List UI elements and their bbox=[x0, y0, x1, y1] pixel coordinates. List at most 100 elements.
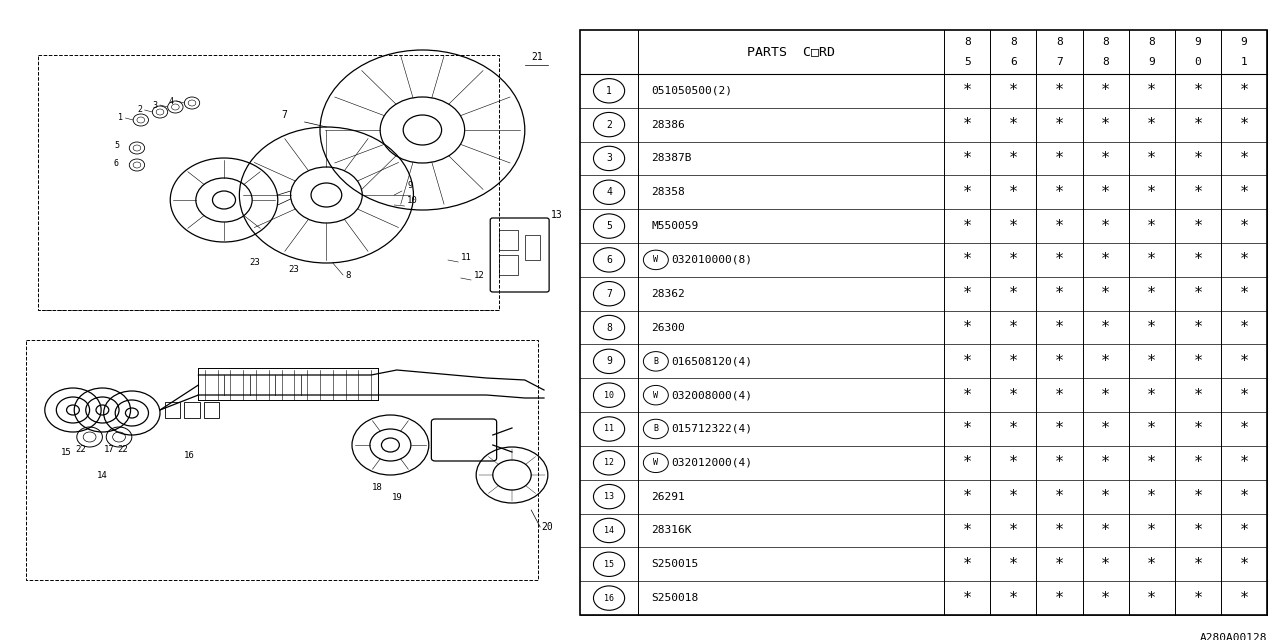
Text: 13: 13 bbox=[604, 492, 614, 501]
Text: 14: 14 bbox=[97, 471, 108, 480]
Text: *: * bbox=[1055, 219, 1064, 234]
Text: *: * bbox=[1193, 422, 1202, 436]
Text: 8: 8 bbox=[1102, 56, 1108, 67]
Text: *: * bbox=[1101, 489, 1110, 504]
Bar bbox=[184, 402, 200, 418]
Text: *: * bbox=[1193, 219, 1202, 234]
Text: *: * bbox=[1147, 83, 1156, 99]
Text: 015712322(4): 015712322(4) bbox=[671, 424, 751, 434]
Text: 28316K: 28316K bbox=[652, 525, 691, 536]
Text: W: W bbox=[653, 458, 658, 467]
Text: 21: 21 bbox=[531, 52, 543, 62]
Text: *: * bbox=[1193, 117, 1202, 132]
Text: 9: 9 bbox=[1148, 56, 1155, 67]
Text: *: * bbox=[1239, 117, 1249, 132]
Text: A280A00128: A280A00128 bbox=[1199, 633, 1267, 640]
Text: *: * bbox=[1147, 489, 1156, 504]
Text: 8: 8 bbox=[607, 323, 612, 333]
Text: *: * bbox=[1101, 117, 1110, 132]
Text: *: * bbox=[1101, 591, 1110, 605]
Text: 22: 22 bbox=[118, 445, 128, 454]
Text: *: * bbox=[963, 489, 972, 504]
Text: *: * bbox=[1239, 489, 1249, 504]
Text: 26300: 26300 bbox=[652, 323, 685, 333]
Text: *: * bbox=[1193, 489, 1202, 504]
Text: 10: 10 bbox=[604, 390, 614, 399]
Text: *: * bbox=[1055, 557, 1064, 572]
Text: 8: 8 bbox=[1010, 37, 1016, 47]
Text: *: * bbox=[963, 422, 972, 436]
Text: *: * bbox=[1193, 523, 1202, 538]
Text: 28387B: 28387B bbox=[652, 154, 691, 163]
Text: W: W bbox=[653, 255, 658, 264]
Text: *: * bbox=[1009, 219, 1018, 234]
Text: S250015: S250015 bbox=[652, 559, 699, 569]
Text: 17: 17 bbox=[104, 445, 114, 454]
Text: 28386: 28386 bbox=[652, 120, 685, 130]
Text: 16: 16 bbox=[604, 593, 614, 603]
Text: *: * bbox=[1193, 591, 1202, 605]
Text: 28362: 28362 bbox=[652, 289, 685, 299]
Text: *: * bbox=[1239, 83, 1249, 99]
Text: *: * bbox=[1055, 388, 1064, 403]
Text: *: * bbox=[1009, 455, 1018, 470]
Text: W: W bbox=[653, 390, 658, 399]
Text: *: * bbox=[1055, 422, 1064, 436]
Text: 8: 8 bbox=[1102, 37, 1108, 47]
Text: *: * bbox=[963, 320, 972, 335]
Text: 3: 3 bbox=[607, 154, 612, 163]
Text: *: * bbox=[1193, 151, 1202, 166]
Text: *: * bbox=[1147, 117, 1156, 132]
Text: 23: 23 bbox=[250, 258, 260, 267]
Text: 5: 5 bbox=[114, 141, 119, 150]
Text: *: * bbox=[1101, 320, 1110, 335]
Text: *: * bbox=[1009, 252, 1018, 268]
Text: *: * bbox=[1193, 83, 1202, 99]
Text: 9: 9 bbox=[607, 356, 612, 366]
Text: 23: 23 bbox=[288, 265, 298, 274]
Bar bbox=[499, 255, 518, 275]
Text: *: * bbox=[1055, 523, 1064, 538]
Bar bbox=[204, 402, 219, 418]
Text: 11: 11 bbox=[604, 424, 614, 433]
Text: PARTS  C□RD: PARTS C□RD bbox=[748, 45, 836, 58]
Text: 28358: 28358 bbox=[652, 188, 685, 197]
Text: *: * bbox=[1101, 219, 1110, 234]
Text: *: * bbox=[1101, 557, 1110, 572]
Text: *: * bbox=[1101, 185, 1110, 200]
Text: 8: 8 bbox=[1056, 37, 1062, 47]
Bar bbox=[165, 402, 180, 418]
Text: *: * bbox=[1055, 83, 1064, 99]
Text: *: * bbox=[1193, 455, 1202, 470]
Text: 6: 6 bbox=[607, 255, 612, 265]
Text: *: * bbox=[1101, 388, 1110, 403]
Text: 0: 0 bbox=[1194, 56, 1202, 67]
Text: *: * bbox=[1055, 286, 1064, 301]
Text: 26291: 26291 bbox=[652, 492, 685, 502]
Text: *: * bbox=[1147, 286, 1156, 301]
Text: *: * bbox=[1239, 591, 1249, 605]
Text: *: * bbox=[1055, 489, 1064, 504]
Text: *: * bbox=[1009, 422, 1018, 436]
Text: *: * bbox=[963, 286, 972, 301]
Text: *: * bbox=[1101, 83, 1110, 99]
Text: 8: 8 bbox=[346, 271, 351, 280]
Text: *: * bbox=[1055, 151, 1064, 166]
Text: *: * bbox=[1193, 320, 1202, 335]
Text: 19: 19 bbox=[392, 493, 402, 502]
Text: *: * bbox=[963, 557, 972, 572]
Text: *: * bbox=[963, 388, 972, 403]
Text: *: * bbox=[1055, 591, 1064, 605]
Text: 15: 15 bbox=[604, 560, 614, 569]
Text: *: * bbox=[1101, 523, 1110, 538]
Text: *: * bbox=[1147, 388, 1156, 403]
Text: *: * bbox=[963, 185, 972, 200]
Bar bbox=[525, 235, 540, 260]
Text: 7: 7 bbox=[282, 110, 288, 120]
Text: 4: 4 bbox=[607, 188, 612, 197]
Text: *: * bbox=[1193, 286, 1202, 301]
Text: 15: 15 bbox=[61, 448, 72, 457]
Text: *: * bbox=[1193, 557, 1202, 572]
Text: 6: 6 bbox=[1010, 56, 1016, 67]
Text: 1: 1 bbox=[607, 86, 612, 96]
